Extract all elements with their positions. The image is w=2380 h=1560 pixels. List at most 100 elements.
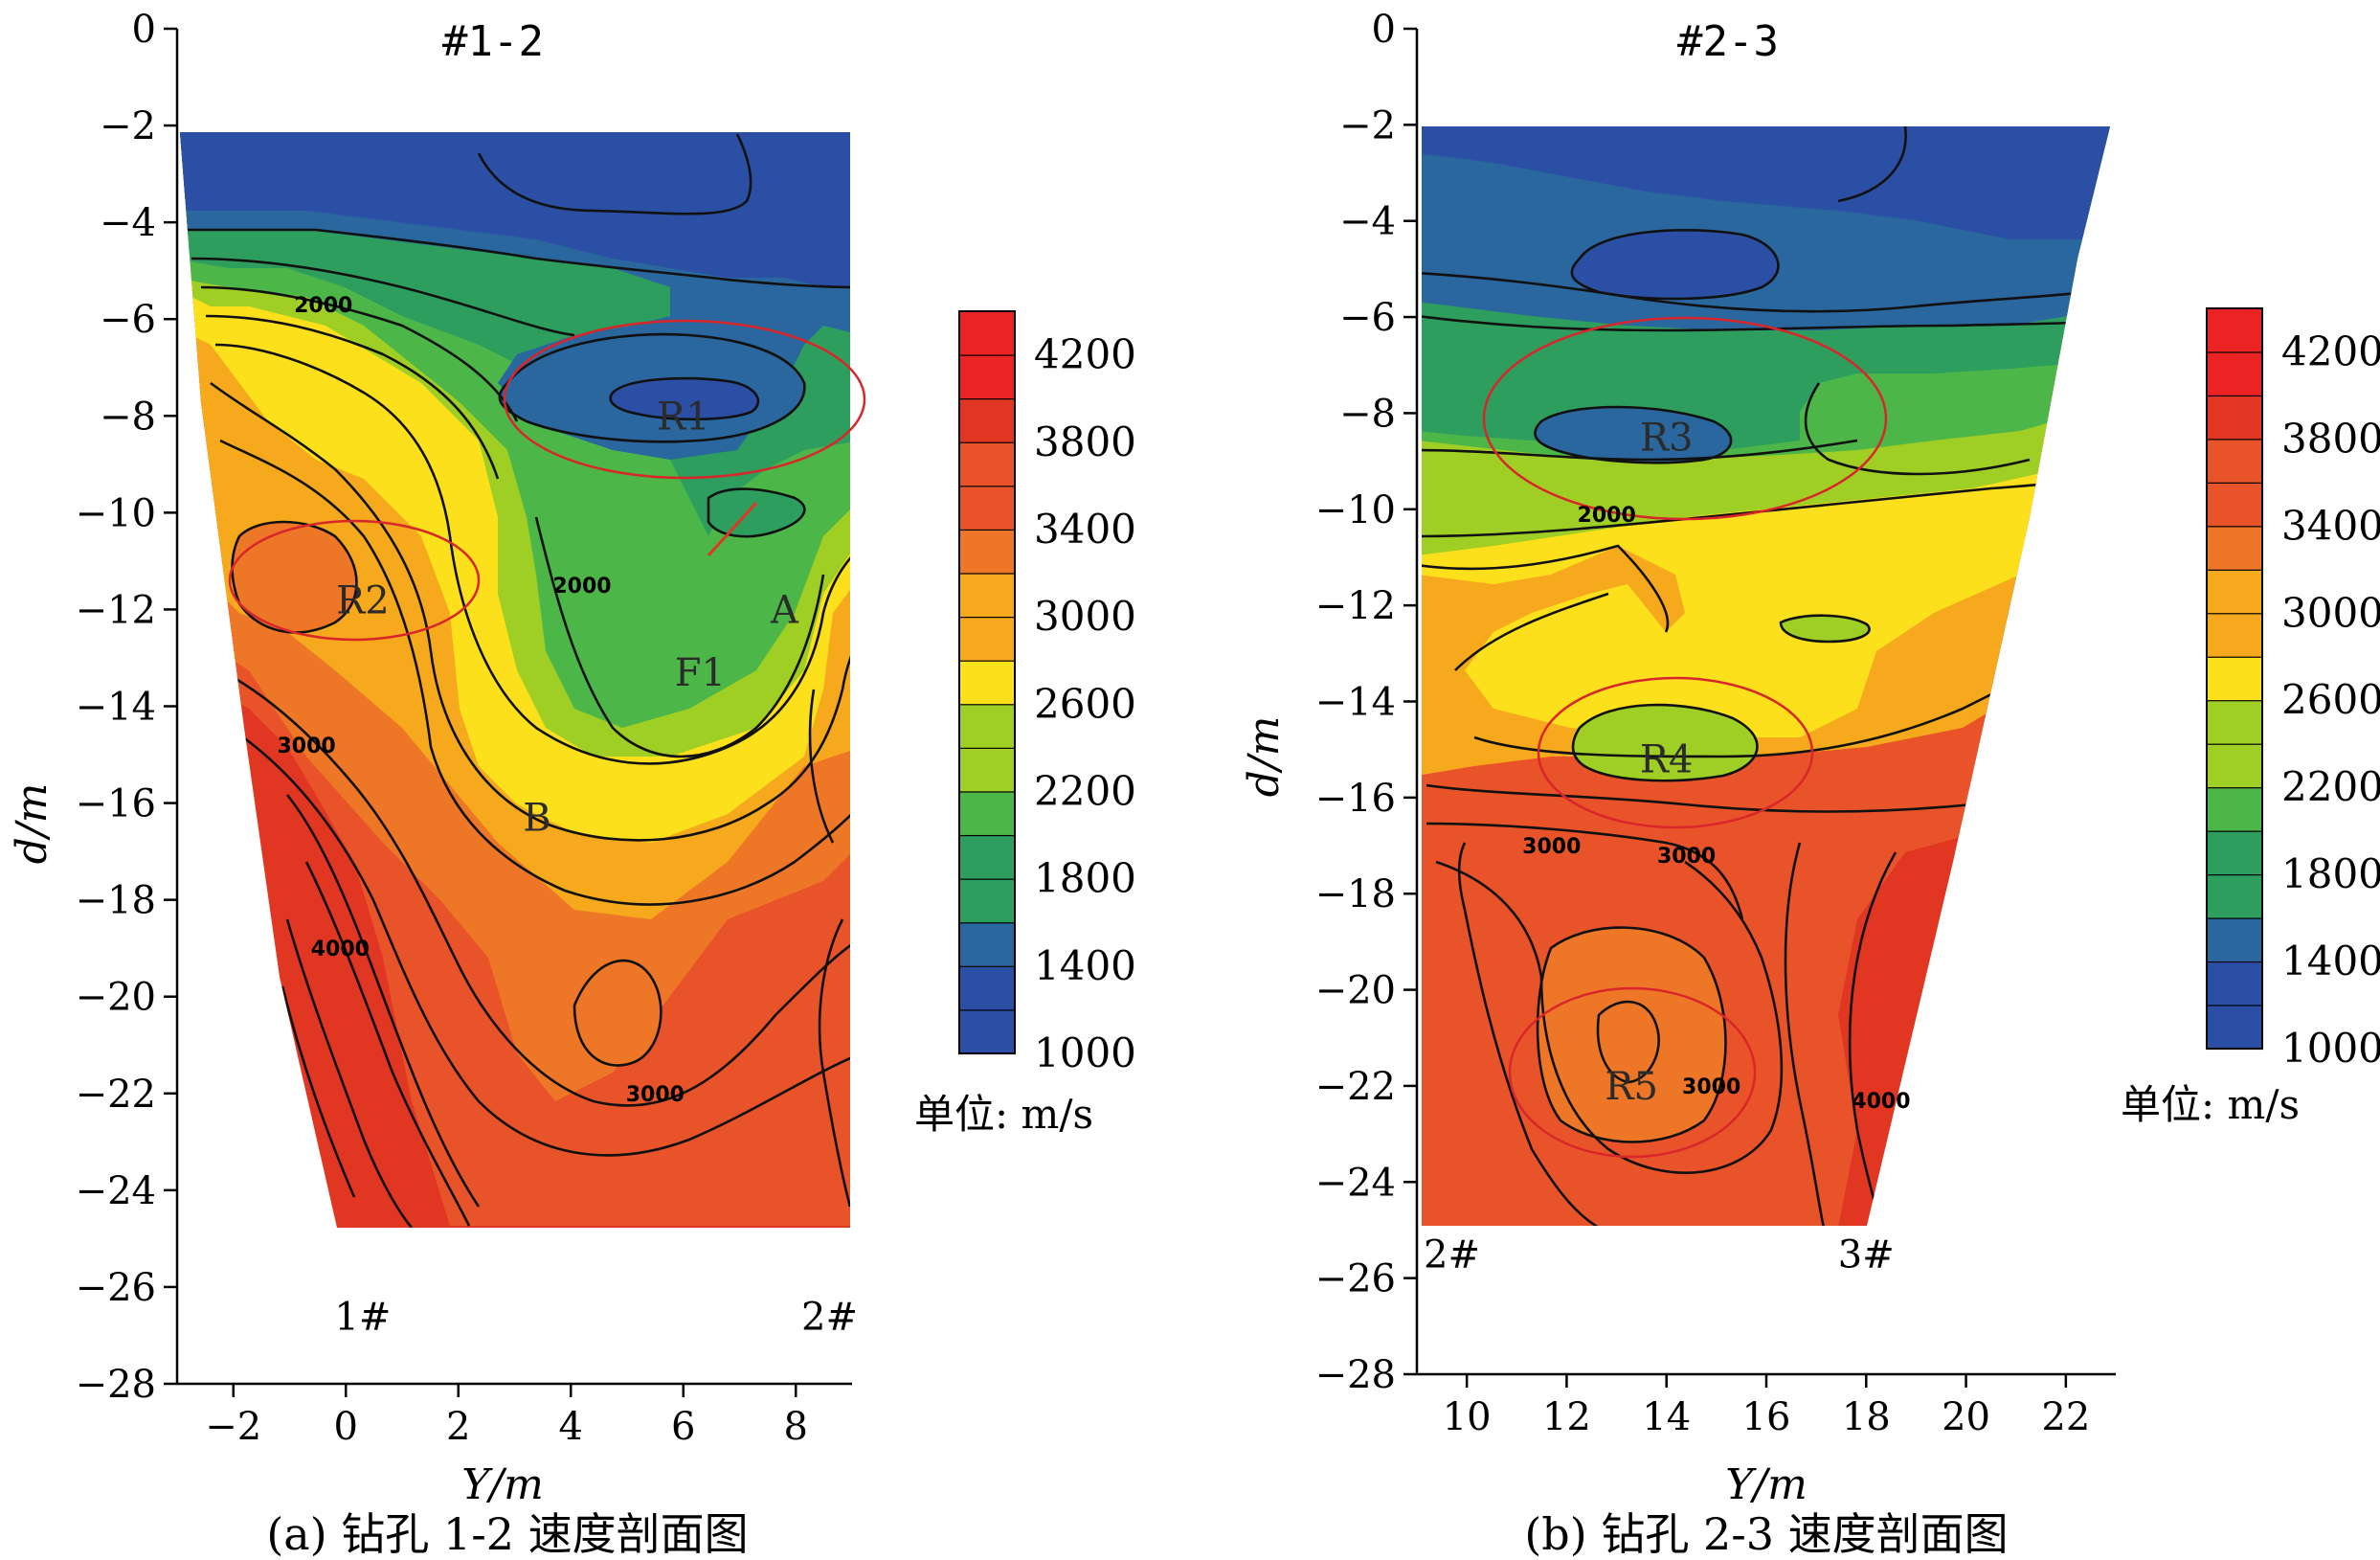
y-tick-label: −26 xyxy=(1315,1257,1396,1301)
colorbar-segment xyxy=(958,353,1016,400)
colorbar-segment xyxy=(2206,612,2263,658)
colorbar-label: 4200 xyxy=(1034,331,1136,378)
colorbar-segment xyxy=(2206,656,2263,702)
borehole-label: 2# xyxy=(1424,1233,1480,1277)
colorbar-label: 3800 xyxy=(1034,418,1136,465)
y-tick-label: −6 xyxy=(1339,296,1396,340)
colorbar-label: 4200 xyxy=(2281,328,2380,374)
x-tick-label: 22 xyxy=(2041,1395,2090,1439)
colorbar-label: 1000 xyxy=(1034,1029,1136,1076)
colorbar-label: 1800 xyxy=(2281,850,2380,897)
r3-ellipse xyxy=(1482,316,1888,521)
panel-title-a: #1-2 xyxy=(442,17,544,66)
contour-value-label: 2000 xyxy=(1578,504,1636,528)
y-tick-label: 0 xyxy=(1372,8,1396,52)
y-tick-label: 0 xyxy=(132,8,156,52)
y-tick-label: −12 xyxy=(1315,584,1396,628)
band-min xyxy=(180,132,850,287)
colorbar-b: 1000 1400 1800 2200 2600 3000 3400 3800 4200 xyxy=(2206,307,2380,1072)
contour-value-label: 4000 xyxy=(311,938,370,961)
patch-green-b1 xyxy=(1781,615,1870,642)
y-tick-label: −18 xyxy=(76,879,156,923)
colorbar-label: 3400 xyxy=(2281,502,2380,549)
y-tick-label: −20 xyxy=(76,976,156,1020)
x-tick-label: 10 xyxy=(1443,1395,1492,1439)
r4-core xyxy=(1573,705,1758,781)
y-tick-label: −16 xyxy=(76,782,156,826)
colorbar-segment xyxy=(2206,482,2263,528)
boreholes-b: 2# 3# xyxy=(1424,1233,1895,1277)
y-tick-label: −10 xyxy=(76,491,156,535)
colorbar-segment xyxy=(2206,307,2263,353)
colorbar-segment xyxy=(958,310,1016,356)
colorbar-segment xyxy=(2206,350,2263,397)
zone-label: A xyxy=(770,588,799,632)
y-tick-label: −28 xyxy=(76,1363,156,1407)
x-tick-label: 2 xyxy=(446,1405,470,1449)
y-tick-label: −24 xyxy=(1315,1161,1396,1205)
annotations-b: R3 R4 R5 xyxy=(1605,417,1693,1109)
colorbar-segment xyxy=(958,965,1016,1011)
panel-b: 0−2−4−6−8−10−12−14−16−18−20−22−24−26−28 … xyxy=(1240,8,2380,1560)
zone-label: B xyxy=(523,797,550,841)
colorbar-segment xyxy=(958,397,1016,443)
x-tick-label: 6 xyxy=(671,1405,695,1449)
y-axis-title-a: d/m xyxy=(8,783,56,865)
colorbar-label: 3400 xyxy=(1034,506,1136,553)
unit-label-b: 单位: m/s xyxy=(2121,1081,2300,1128)
y-tick-label: −4 xyxy=(100,201,156,245)
caption-b: (b) 钻孔 2-3 速度剖面图 xyxy=(1524,1508,2008,1560)
x-axis-title-a: Y/m xyxy=(461,1460,544,1509)
colorbar-segment xyxy=(2206,961,2263,1006)
panel-title-b: #2-3 xyxy=(1677,17,1779,66)
r2-ellipse xyxy=(228,519,481,642)
colorbar-segment xyxy=(2206,699,2263,745)
x-tick-label: 18 xyxy=(1842,1395,1891,1439)
y-tick-label: −2 xyxy=(100,104,156,148)
x-ticks-a: −2 0 2 4 6 8 xyxy=(205,1384,808,1449)
x-tick-label: 16 xyxy=(1742,1395,1791,1439)
patch-blue-b xyxy=(1571,230,1779,299)
y-tick-label: −26 xyxy=(76,1266,156,1310)
x-tick-label: 12 xyxy=(1542,1395,1591,1439)
colorbar-segment xyxy=(958,616,1016,662)
contour-value-label: 3000 xyxy=(278,735,336,758)
colorbar-label: 2600 xyxy=(1034,680,1136,727)
fault-line xyxy=(707,501,758,557)
colorbar-segment xyxy=(2206,438,2263,484)
y-tick-label: −8 xyxy=(1339,392,1396,436)
x-tick-label: 14 xyxy=(1642,1395,1691,1439)
y-tick-label: −20 xyxy=(1315,969,1396,1013)
r1-ellipse xyxy=(503,319,866,480)
colorbar-label: 1400 xyxy=(1034,942,1136,989)
y-tick-label: −6 xyxy=(100,298,156,342)
colorbar-segment xyxy=(958,441,1016,487)
contour-value-label: 3000 xyxy=(1522,835,1581,859)
boreholes-a: 1# 2# xyxy=(334,1295,858,1339)
y-tick-label: −12 xyxy=(76,588,156,632)
colorbar-segment xyxy=(2206,525,2263,571)
x-ticks-b: 10 12 14 16 18 20 22 xyxy=(1443,1374,2090,1439)
colorbar-segment xyxy=(958,1008,1016,1055)
x-tick-label: 20 xyxy=(1942,1395,1990,1439)
colorbar-segment xyxy=(958,529,1016,575)
colorbar-label: 3000 xyxy=(1034,593,1136,640)
y-tick-label: −28 xyxy=(1315,1353,1396,1397)
colorbar-label: 1800 xyxy=(1034,855,1136,902)
zone-label: R4 xyxy=(1640,738,1694,782)
y-tick-label: −2 xyxy=(1339,103,1396,147)
colorbar-frame xyxy=(2206,307,2263,1050)
zone-label: R2 xyxy=(336,578,390,622)
colorbar-segment xyxy=(2206,916,2263,963)
zone-label: R3 xyxy=(1640,417,1694,461)
colorbar-segment xyxy=(2206,395,2263,441)
y-ticks-b: 0 −2 −4 −6 −8 −10 −12 −14 −16 −18 −20 −22 −24 −26 −28 xyxy=(1315,8,1417,1397)
colorbar-segment xyxy=(958,790,1016,837)
zone-label: R1 xyxy=(657,395,710,439)
band-min-b xyxy=(1422,126,2110,239)
colorbar-segment xyxy=(958,572,1016,619)
colorbar-segment xyxy=(958,703,1016,749)
colorbar-segment xyxy=(2206,873,2263,919)
panel-a: 0−2−4−6−8−10−12−14−16−18−20−22−24−26−28 … xyxy=(8,8,1136,1560)
